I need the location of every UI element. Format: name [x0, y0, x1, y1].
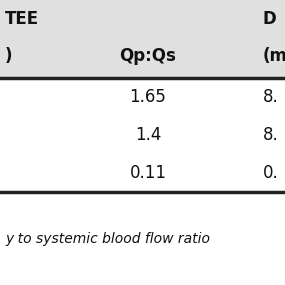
Text: D: D [263, 10, 277, 28]
Text: TEE: TEE [5, 10, 39, 28]
Text: y to systemic blood flow ratio: y to systemic blood flow ratio [5, 231, 210, 245]
Text: 0.: 0. [263, 164, 279, 182]
Text: 0.11: 0.11 [129, 164, 166, 182]
Text: 8.: 8. [263, 88, 279, 106]
Text: 8.: 8. [263, 126, 279, 144]
Text: Qp:Qs: Qp:Qs [120, 47, 176, 65]
Text: 1.65: 1.65 [130, 88, 166, 106]
Text: ): ) [5, 47, 13, 65]
Text: 1.4: 1.4 [135, 126, 161, 144]
Bar [0, 0, 285, 78]
Text: (m: (m [263, 47, 285, 65]
